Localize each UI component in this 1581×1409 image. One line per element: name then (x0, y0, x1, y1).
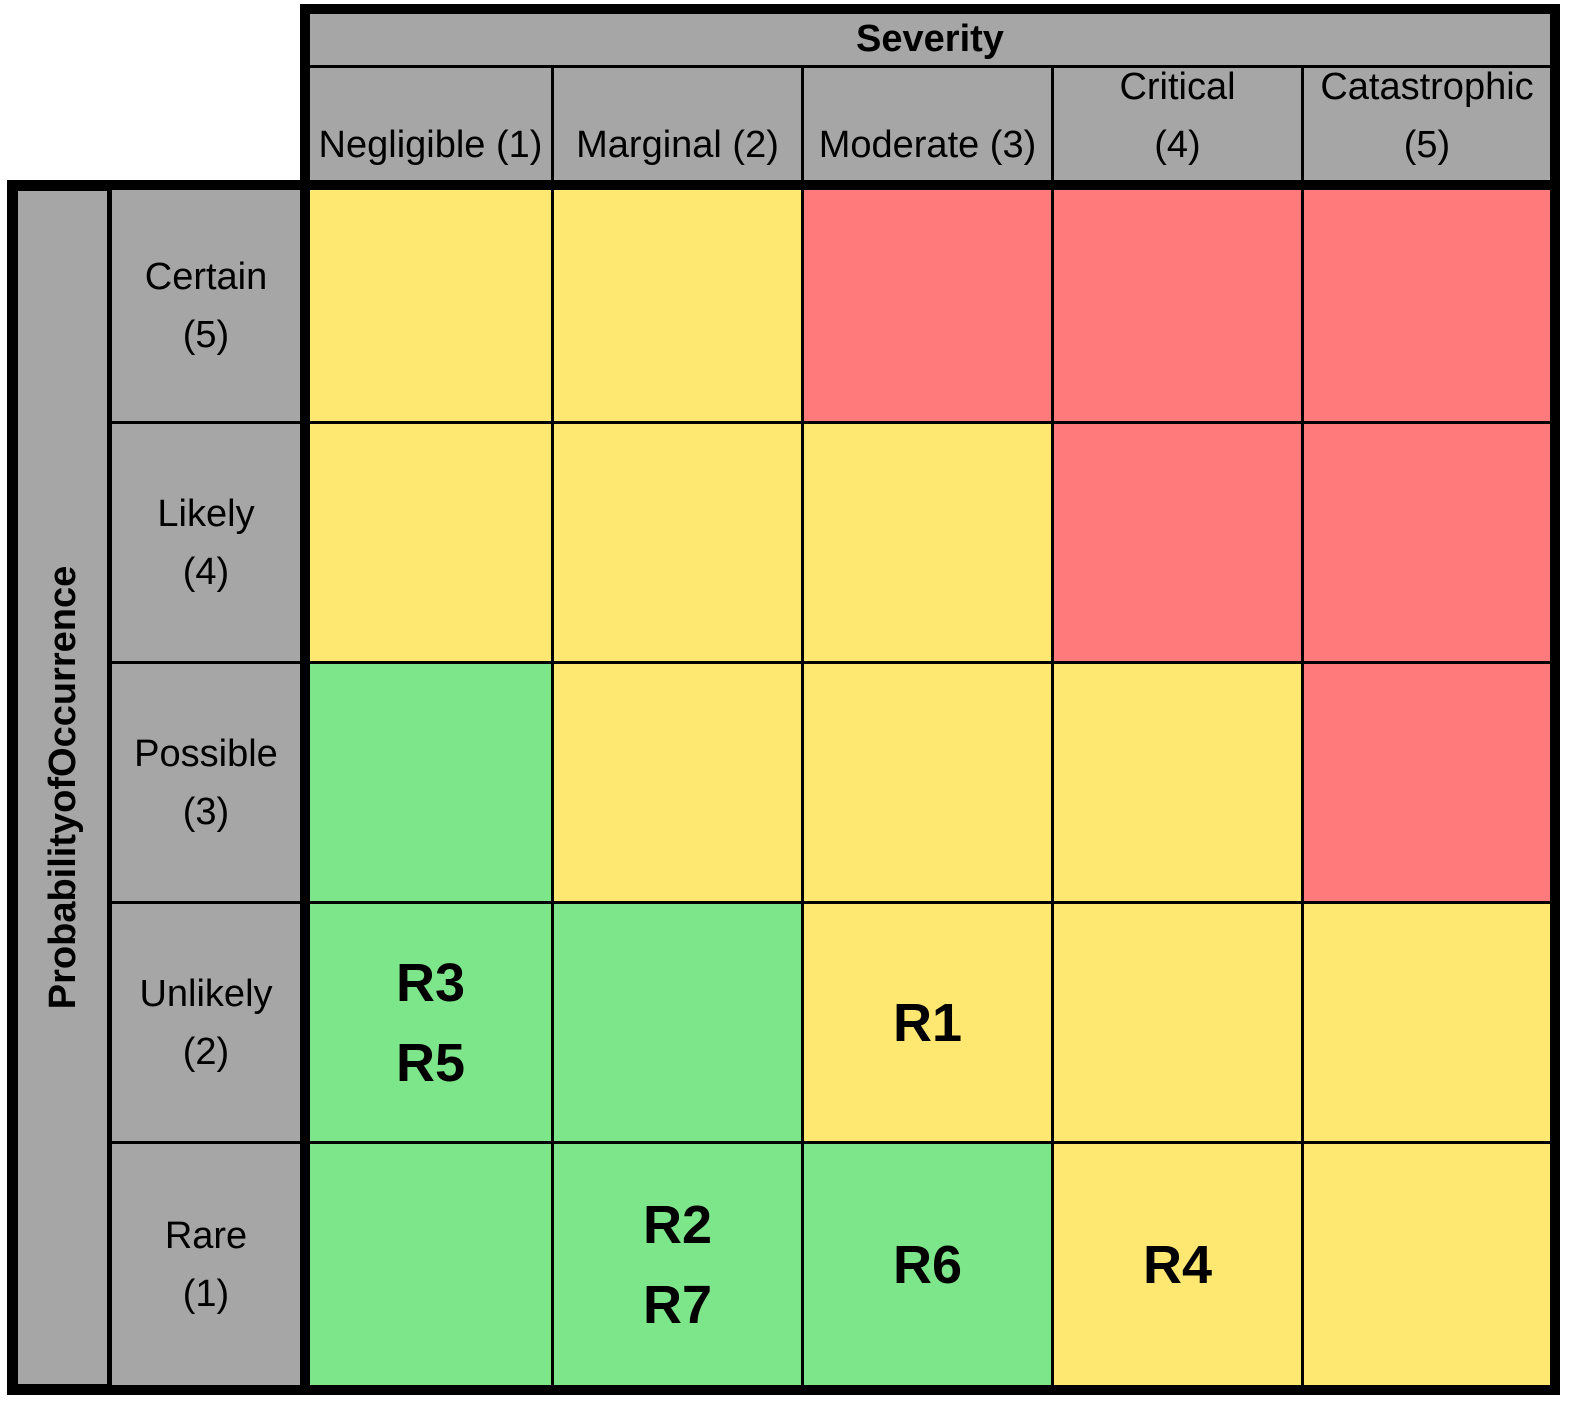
axis-word-occurrence: Occurrence (42, 565, 85, 777)
risk-marker: R3 (395, 952, 466, 1013)
matrix-left-border (300, 180, 310, 1395)
matrix-cell-p5-s3 (804, 190, 1054, 424)
severity-level-5-line1: Catastrophic (1320, 66, 1534, 108)
probability-level-4-line1: Likely (157, 492, 255, 535)
probability-level-5-line1: Certain (144, 255, 268, 298)
probability-level-4-line2: (4) (182, 550, 230, 593)
probability-level-4: Likely (4) (112, 424, 300, 664)
axis-word-probability: Probability (42, 812, 85, 1010)
risk-marker: R7 (642, 1274, 713, 1335)
matrix-cell-p4-s5 (1304, 424, 1550, 664)
probability-level-1: Rare (1) (112, 1144, 300, 1385)
severity-level-1-line1: Negligible (1) (318, 124, 543, 166)
probability-level-3-line1: Possible (134, 732, 278, 775)
matrix-cell-p4-s1 (310, 424, 554, 664)
matrix-cell-p1-s3: R6 (804, 1144, 1054, 1385)
severity-title: Severity (310, 14, 1550, 68)
matrix-cell-p1-s5 (1304, 1144, 1550, 1385)
matrix-cell-p1-s1 (310, 1144, 554, 1385)
matrix-cell-p2-s3: R1 (804, 904, 1054, 1144)
matrix-cell-p5-s1 (310, 190, 554, 424)
severity-level-3-line1: Moderate (3) (818, 124, 1037, 166)
risk-marker: R6 (892, 1234, 963, 1295)
severity-level-5-line2: (5) (1403, 124, 1451, 166)
severity-level-2: Marginal (2) (554, 68, 804, 180)
matrix-cell-p1-s4: R4 (1054, 1144, 1304, 1385)
severity-title-text: Severity (856, 18, 1004, 60)
matrix-cell-p4-s2 (554, 424, 804, 664)
axis-divider (107, 190, 112, 1385)
axis-word-of: of (42, 776, 85, 813)
matrix-cell-p4-s4 (1054, 424, 1304, 664)
severity-level-4-line2: (4) (1154, 124, 1201, 166)
severity-level-3: Moderate (3) (804, 68, 1054, 180)
probability-level-2-line1: Unlikely (139, 972, 273, 1015)
matrix-cell-p5-s4 (1054, 190, 1304, 424)
matrix-cell-p4-s3 (804, 424, 1054, 664)
severity-level-2-line1: Marginal (2) (576, 124, 779, 166)
severity-level-4-line1: Critical (1119, 66, 1236, 108)
severity-level-4: Critical (4) (1054, 66, 1304, 180)
matrix-cell-p3-s5 (1304, 664, 1550, 904)
matrix-cell-p3-s4 (1054, 664, 1304, 904)
risk-marker: R5 (395, 1032, 466, 1093)
probability-level-2-line2: (2) (182, 1030, 230, 1073)
matrix-cell-p5-s5 (1304, 190, 1550, 424)
matrix-cell-p2-s4 (1054, 904, 1304, 1144)
matrix-cell-p5-s2 (554, 190, 804, 424)
matrix-cell-p2-s2 (554, 904, 804, 1144)
risk-marker: R4 (1142, 1234, 1213, 1295)
probability-level-3-line2: (3) (182, 790, 230, 833)
matrix-cell-p3-s2 (554, 664, 804, 904)
risk-marker: R2 (642, 1194, 713, 1255)
probability-level-1-line1: Rare (164, 1214, 248, 1257)
matrix-cell-p3-s1 (310, 664, 554, 904)
probability-level-2: Unlikely (2) (112, 904, 300, 1144)
probability-level-5-line2: (5) (182, 313, 230, 356)
probability-level-1-line2: (1) (182, 1272, 230, 1315)
severity-level-1: Negligible (1) (310, 68, 554, 180)
matrix-cell-p3-s3 (804, 664, 1054, 904)
matrix-cell-p2-s5 (1304, 904, 1550, 1144)
probability-level-3: Possible (3) (112, 664, 300, 904)
probability-axis-title: Probability of Occurrence (18, 190, 110, 1385)
matrix-cell-p1-s2: R2 R7 (554, 1144, 804, 1385)
probability-level-5: Certain (5) (112, 190, 300, 424)
matrix-cell-p2-s1: R3 R5 (310, 904, 554, 1144)
risk-marker: R1 (892, 992, 963, 1053)
severity-level-5: Catastrophic (5) (1304, 66, 1550, 180)
